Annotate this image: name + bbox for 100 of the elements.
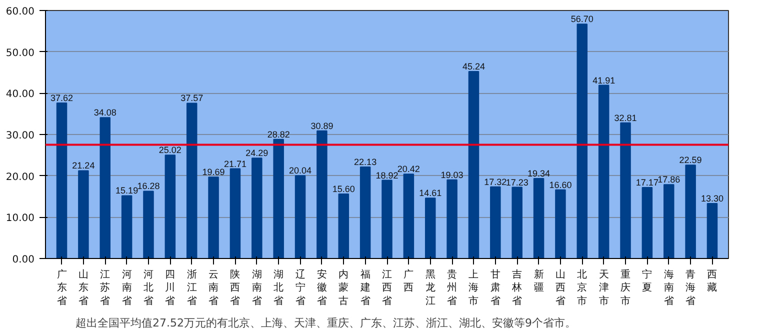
- data-label: 41.91: [592, 75, 616, 86]
- x-tick-label: 甘肃省: [490, 268, 500, 307]
- data-label: 16.28: [137, 181, 160, 192]
- data-label: 22.59: [679, 155, 702, 166]
- data-label: 56.70: [570, 14, 594, 24]
- x-tick-label: 辽宁省: [295, 268, 306, 307]
- bar: [338, 194, 350, 258]
- bar: [100, 117, 111, 258]
- x-tick-label: 上海市: [468, 268, 479, 307]
- x-tick-label: 内蒙古: [338, 268, 349, 307]
- data-label: 30.89: [310, 120, 334, 131]
- bar: [642, 187, 653, 258]
- data-label: 13.30: [700, 194, 724, 204]
- x-tick-label: 天津市: [598, 270, 609, 307]
- x-tick-label: 浙江省: [186, 268, 197, 307]
- x-tick-label: 江西省: [382, 268, 392, 307]
- text: 超出全国平均值27.52万元的有北京、上海、天津、重庆、广东、江苏、浙江、湖北、安徽等9个省市。: [76, 316, 576, 330]
- x-tick-label: 新疆: [534, 268, 544, 294]
- bar: [403, 174, 414, 258]
- bar: [360, 166, 371, 258]
- data-label: 17.86: [658, 174, 680, 185]
- x-tick-label: 四川省: [165, 270, 176, 307]
- bar: [78, 170, 89, 258]
- data-label: 15.60: [332, 184, 355, 194]
- bar: [620, 122, 631, 258]
- data-label: 19.03: [440, 170, 464, 180]
- data-label: 25.02: [158, 145, 182, 156]
- x-tick-label: 重庆市: [620, 268, 631, 307]
- bar: [56, 102, 68, 258]
- data-label: 17.17: [636, 178, 658, 188]
- bar: [533, 178, 544, 258]
- x-tick-label: 贵州省: [447, 268, 458, 307]
- data-label: 20.42: [397, 164, 420, 174]
- x-tick-label: 河北省: [143, 268, 154, 307]
- x-tick-label: 江苏省: [100, 268, 110, 307]
- bar: [294, 175, 306, 258]
- bar: [512, 186, 522, 258]
- bar: [230, 168, 241, 258]
- x-tick-label: 广西: [404, 268, 414, 294]
- bar: [490, 186, 501, 258]
- x-tick-label: 宁夏: [642, 268, 652, 294]
- x-tick-label: 广东省: [56, 268, 67, 307]
- x-tick-label: 西藏: [707, 270, 718, 294]
- bar: [446, 179, 458, 258]
- x-tick-label: 湖北省: [274, 268, 284, 307]
- x-tick-label: 北京市: [577, 268, 588, 307]
- y-tick-label: 30.00: [6, 130, 35, 142]
- bar: [143, 190, 154, 258]
- y-tick-label: 0.00: [12, 254, 34, 266]
- data-label: 20.04: [289, 166, 312, 176]
- data-label: 19.69: [202, 167, 225, 178]
- data-label: 17.23: [506, 177, 528, 188]
- data-label: 21.24: [72, 160, 95, 171]
- bar: [252, 158, 262, 258]
- bar: [382, 180, 392, 258]
- x-tick-label: 吉林省: [511, 268, 522, 307]
- y-tick-label: 50.00: [6, 48, 35, 59]
- bar: [208, 176, 219, 258]
- data-label: 22.13: [354, 157, 377, 168]
- y-tick-label: 60.00: [6, 6, 35, 18]
- data-label: 37.62: [50, 93, 74, 104]
- bar: [598, 84, 610, 258]
- data-label: 14.61: [419, 188, 442, 198]
- y-tick-label: 10.00: [6, 213, 35, 224]
- x-tick-label: 陕西省: [230, 268, 240, 307]
- bar: [424, 198, 436, 258]
- data-label: 17.32: [484, 176, 507, 187]
- data-label: 24.29: [246, 148, 268, 158]
- x-tick-label: 山西省: [555, 268, 566, 307]
- x-tick-label: 福建省: [359, 268, 370, 307]
- bar: [576, 24, 588, 258]
- data-label: 45.24: [462, 62, 485, 72]
- data-label: 18.92: [376, 170, 398, 180]
- x-tick-label: 青海省: [686, 268, 696, 307]
- x-tick-label: 安徽省: [316, 268, 327, 307]
- bar: [685, 164, 696, 258]
- data-label: 16.60: [549, 180, 572, 190]
- data-label: 21.71: [224, 158, 246, 169]
- x-tick-label: 湖南省: [252, 268, 262, 307]
- x-tick-label: 山东省: [78, 268, 88, 307]
- bar: [706, 203, 718, 258]
- x-tick-label: 海南省: [664, 268, 674, 307]
- data-label: 19.34: [528, 168, 550, 179]
- bar: [121, 195, 132, 258]
- bar: [316, 130, 328, 258]
- x-tick-label: 黑龙江: [425, 270, 436, 307]
- data-label: 28.82: [267, 129, 290, 140]
- data-label: 34.08: [94, 108, 116, 118]
- data-label: 15.19: [116, 186, 138, 196]
- y-tick-label: 40.00: [6, 89, 35, 100]
- bar: [555, 189, 566, 258]
- bar: [186, 102, 198, 258]
- bar: [164, 154, 176, 258]
- data-label: 32.81: [614, 112, 637, 123]
- bar: [663, 184, 674, 258]
- bar: [468, 71, 480, 258]
- bar: [273, 138, 284, 258]
- x-tick-label: 云南省: [208, 270, 219, 307]
- y-tick-label: 20.00: [6, 172, 35, 183]
- x-tick-label: 河南省: [122, 268, 132, 307]
